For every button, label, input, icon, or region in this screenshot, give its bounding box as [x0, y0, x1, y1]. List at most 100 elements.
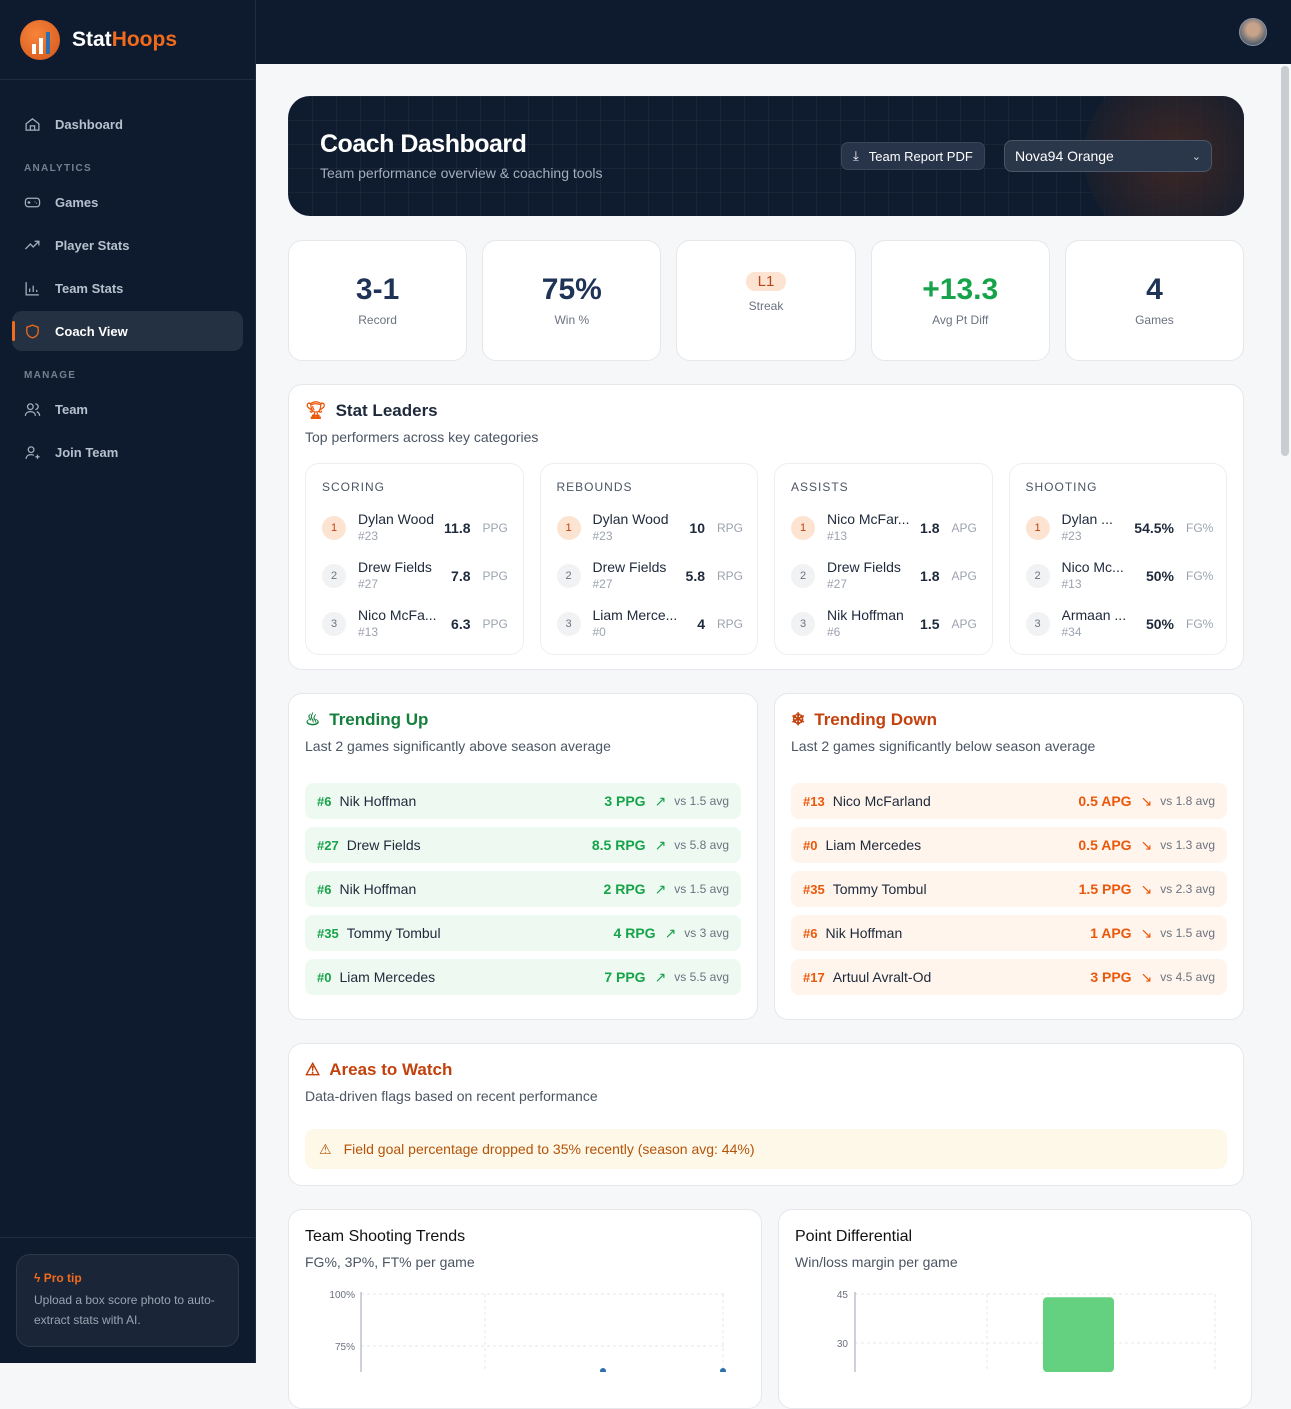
leader-row[interactable]: 3 Liam Merce... #0 4 RPG	[556, 600, 744, 648]
trend-down-icon: ↘	[1140, 968, 1153, 985]
player-name: Drew Fields	[827, 559, 901, 575]
leader-row[interactable]: 1 Dylan Wood #23 11.8 PPG	[322, 504, 508, 552]
alert-text: Field goal percentage dropped to 35% rec…	[343, 1141, 755, 1157]
leader-row[interactable]: 3 Armaan ... #34 50% FG%	[1025, 600, 1214, 648]
trend-up-icon: ↗	[654, 968, 667, 985]
leader-row[interactable]: 2 Drew Fields #27 1.8 APG	[791, 552, 977, 600]
team-report-pdf-button[interactable]: ⤓ Team Report PDF	[841, 142, 985, 170]
leader-row[interactable]: 2 Drew Fields #27 5.8 RPG	[556, 552, 744, 600]
scrollbar[interactable]	[1281, 66, 1289, 456]
player-name: Dylan Wood	[592, 511, 669, 527]
card-subtitle: Top performers across key categories	[305, 429, 539, 445]
pro-tip: ϟ Pro tip Upload a box score photo to au…	[16, 1254, 239, 1347]
player-name: Liam Merce...	[592, 607, 678, 623]
player-name: Tommy Tombul	[832, 881, 927, 897]
y-tick: 30	[837, 1339, 849, 1350]
tip-title: Pro tip	[43, 1271, 82, 1285]
leader-row[interactable]: 2 Nico Mc... #13 50% FG%	[1025, 552, 1213, 600]
card-title: Stat Leaders	[335, 401, 438, 420]
sidebar-item-team[interactable]: Team	[12, 389, 243, 429]
stat-leaders-card: 🏆︎ Stat Leaders Top performers across key…	[288, 384, 1244, 670]
page-subtitle: Team performance overview & coaching too…	[320, 165, 603, 181]
player-name: Nico McFar...	[827, 511, 910, 527]
season-avg: vs 1.5 avg	[674, 794, 729, 808]
stat-value: 1.5	[920, 616, 940, 632]
trend-row[interactable]: #6 Nik Hoffman 3 PPG ↗ vs 1.5 avg	[305, 783, 741, 819]
label: Player Stats	[55, 237, 130, 253]
label: Games	[55, 194, 99, 210]
stat-unit: FG%	[1186, 617, 1214, 631]
stat-value: 10	[689, 520, 705, 536]
trend-up-icon: ↗	[664, 924, 677, 941]
point-diff-chart: 45 30	[837, 1290, 1216, 1372]
home-icon	[25, 117, 40, 131]
stat-value: 7.8	[451, 568, 471, 584]
selected-team: Nova94 Orange	[1015, 148, 1114, 164]
player-number: #6	[827, 625, 841, 639]
stat-unit: RPG	[717, 617, 744, 631]
leader-row[interactable]: 1 Dylan ... #23 54.5% FG%	[1025, 504, 1213, 552]
sidebar-item-coach-view[interactable]: Coach View	[12, 311, 243, 351]
category-title: SCORING	[322, 480, 386, 494]
rank-badge: 3	[1025, 612, 1050, 636]
sidebar-item-games[interactable]: Games	[12, 182, 243, 222]
sidebar-item-player-stats[interactable]: Player Stats	[12, 225, 243, 265]
sidebar-item-dashboard[interactable]: Dashboard	[12, 104, 243, 144]
leader-row[interactable]: 1 Nico McFar... #13 1.8 APG	[791, 504, 977, 552]
team-select[interactable]: Nova94 Orange ⌄	[1004, 140, 1212, 172]
player-number: #23	[1061, 529, 1082, 543]
kpi-label: Streak	[748, 299, 784, 313]
stat-value: 1.8	[920, 520, 940, 536]
player-name: Drew Fields	[358, 559, 432, 575]
player-number: #0	[317, 969, 332, 985]
trend-row[interactable]: #0 Liam Mercedes 7 PPG ↗ vs 5.5 avg	[305, 959, 741, 995]
trend-row[interactable]: #6 Nik Hoffman 1 APG ↘ vs 1.5 avg	[791, 915, 1227, 951]
player-number: #27	[592, 577, 613, 591]
card-title: Trending Up	[329, 710, 429, 729]
kpi-win-pct: 75% Win %	[482, 240, 662, 361]
player-number: #27	[317, 837, 339, 853]
trend-row[interactable]: #0 Liam Mercedes 0.5 APG ↘ vs 1.3 avg	[791, 827, 1227, 863]
stat-unit: RPG	[717, 569, 744, 583]
y-tick: 75%	[335, 1342, 355, 1353]
leader-category: SCORING 1 Dylan Wood #23 11.8 PPG 2 Drew Fields…	[305, 463, 524, 655]
trend-row[interactable]: #6 Nik Hoffman 2 RPG ↗ vs 1.5 avg	[305, 871, 741, 907]
trend-row[interactable]: #17 Artuul Avralt-Od 3 PPG ↘ vs 4.5 avg	[791, 959, 1227, 995]
player-number: #23	[592, 529, 613, 543]
player-name: Nico Mc...	[1061, 559, 1124, 575]
trend-row[interactable]: #27 Drew Fields 8.5 RPG ↗ vs 5.8 avg	[305, 827, 741, 863]
category-title: ASSISTS	[791, 480, 849, 494]
leader-row[interactable]: 2 Drew Fields #27 7.8 PPG	[322, 552, 508, 600]
trend-row[interactable]: #13 Nico McFarland 0.5 APG ↘ vs 1.8 avg	[791, 783, 1227, 819]
bar-chart-icon	[25, 281, 39, 296]
leader-row[interactable]: 3 Nico McFa... #13 6.3 PPG	[322, 600, 508, 648]
trend-value: 2 RPG	[603, 881, 646, 897]
trend-row[interactable]: #35 Tommy Tombul 1.5 PPG ↘ vs 2.3 avg	[791, 871, 1227, 907]
leader-row[interactable]: 3 Nik Hoffman #6 1.5 APG	[791, 600, 977, 648]
player-name: Artuul Avralt-Od	[832, 969, 932, 985]
player-number: #34	[1061, 625, 1082, 639]
stat-value: 54.5%	[1134, 520, 1174, 536]
avatar[interactable]	[1239, 18, 1267, 46]
section-manage: MANAGE	[24, 370, 77, 381]
rank-badge: 1	[556, 516, 581, 540]
snowflake-icon: ❄	[791, 710, 806, 729]
leader-category: REBOUNDS 1 Dylan Wood #23 10 RPG 2 Drew Fields #…	[539, 463, 758, 655]
stat-value: 5.8	[685, 568, 705, 584]
trend-value: 3 PPG	[604, 793, 646, 809]
stat-value: 50%	[1145, 568, 1174, 584]
sidebar-item-join-team[interactable]: Join Team	[12, 432, 243, 472]
trend-row[interactable]: #35 Tommy Tombul 4 RPG ↗ vs 3 avg	[305, 915, 741, 951]
leader-row[interactable]: 1 Dylan Wood #23 10 RPG	[556, 504, 743, 552]
logo[interactable]: StatHoops	[0, 0, 255, 80]
card-title: Trending Down	[814, 710, 938, 729]
user-plus-icon	[25, 445, 40, 459]
label: Team Stats	[55, 280, 124, 296]
stat-unit: APG	[951, 617, 977, 631]
sidebar-item-team-stats[interactable]: Team Stats	[12, 268, 243, 308]
trend-down-icon: ↘	[1140, 880, 1153, 897]
kpi-games: 4 Games	[1064, 240, 1245, 361]
stat-unit: APG	[951, 521, 977, 535]
season-avg: vs 2.3 avg	[1160, 882, 1215, 896]
player-number: #23	[358, 529, 379, 543]
